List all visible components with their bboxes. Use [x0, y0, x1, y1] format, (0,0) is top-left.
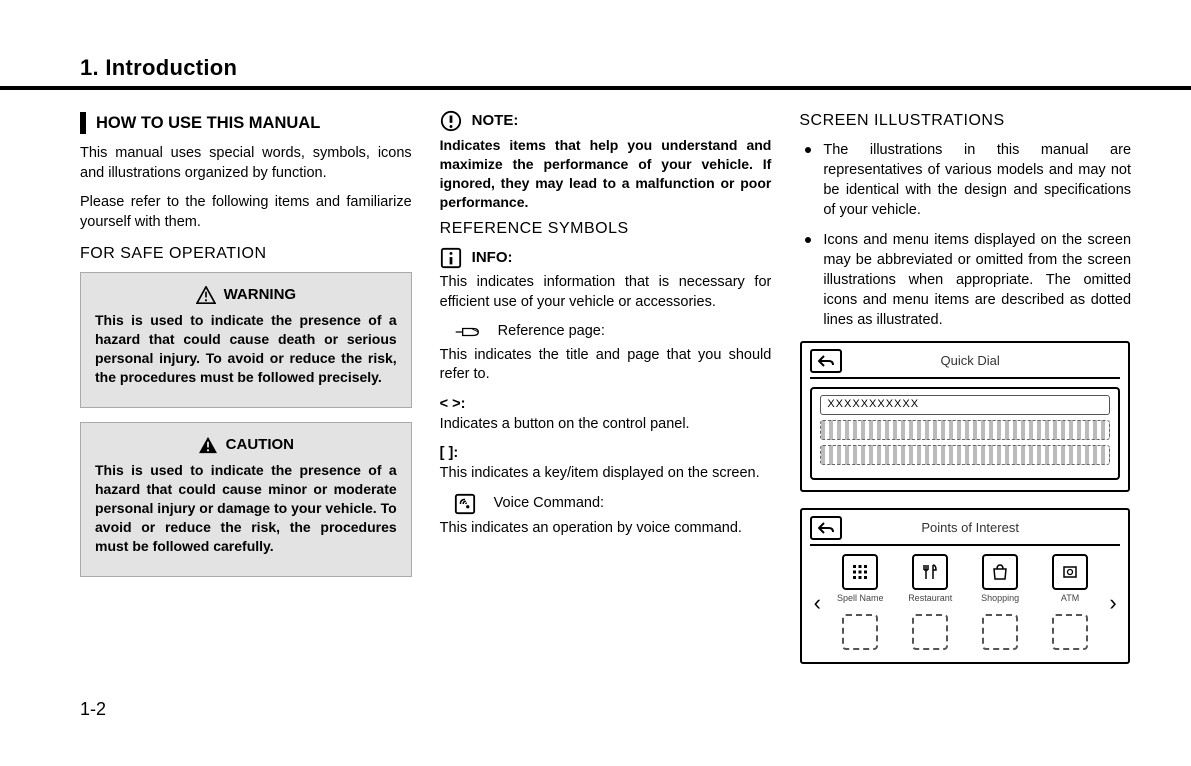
bullet-item-2: Icons and menu items displayed on the sc… [799, 230, 1131, 330]
warning-text: This is used to indicate the presence of… [95, 311, 397, 387]
voice-command-icon [454, 493, 476, 515]
content-columns: HOW TO USE THIS MANUAL This manual uses … [80, 108, 1131, 676]
shopping-icon [982, 554, 1018, 590]
info-text: This indicates information that is neces… [440, 273, 772, 312]
finger-point-icon [454, 324, 480, 340]
angle-bracket-desc: Indicates a button on the control panel. [440, 415, 772, 435]
note-label: NOTE: [472, 111, 519, 131]
poi-title: Points of Interest [850, 519, 1120, 537]
omitted-icon [982, 614, 1018, 650]
info-label: INFO: [472, 248, 513, 268]
poi-item-omitted [902, 614, 958, 652]
caution-label: CAUTION [226, 435, 294, 455]
note-text: Indicates items that help you understand… [440, 136, 772, 212]
restaurant-icon [912, 554, 948, 590]
quick-dial-screen: Quick Dial XXXXXXXXXXX [800, 341, 1130, 492]
warning-label: WARNING [224, 285, 297, 305]
scroll-right-arrow[interactable]: › [1106, 588, 1120, 618]
angle-bracket-symbol: < >: [440, 395, 772, 415]
poi-item-spell-name[interactable]: Spell Name [832, 554, 888, 604]
note-heading: NOTE: [440, 110, 772, 132]
poi-item-shopping[interactable]: Shopping [972, 554, 1028, 604]
square-bracket-symbol: [ ]: [440, 444, 772, 464]
poi-label: ATM [1042, 592, 1098, 604]
column-1: HOW TO USE THIS MANUAL This manual uses … [80, 108, 412, 676]
caution-triangle-icon [198, 436, 218, 454]
column-3: SCREEN ILLUSTRATIONS The illustrations i… [799, 108, 1131, 676]
poi-item-omitted [832, 614, 888, 652]
poi-item-omitted [972, 614, 1028, 652]
back-arrow-icon [818, 522, 834, 534]
omitted-icon [912, 614, 948, 650]
warning-callout: WARNING This is used to indicate the pre… [80, 272, 412, 408]
screen-illustrations: Quick Dial XXXXXXXXXXX [799, 340, 1131, 681]
quick-dial-title: Quick Dial [850, 352, 1120, 370]
atm-icon [1052, 554, 1088, 590]
poi-label: Spell Name [832, 592, 888, 604]
reference-page-label: Reference page: [498, 322, 605, 342]
intro-paragraph-2: Please refer to the following items and … [80, 193, 412, 232]
square-bracket-desc: This indicates a key/item displayed on t… [440, 464, 772, 484]
omitted-icon [842, 614, 878, 650]
intro-paragraph-1: This manual uses special words, symbols,… [80, 144, 412, 183]
scroll-left-arrow[interactable]: ‹ [810, 588, 824, 618]
back-button[interactable] [810, 516, 842, 540]
warning-triangle-icon [196, 286, 216, 304]
info-square-icon [440, 247, 462, 269]
poi-item-atm[interactable]: ATM [1042, 554, 1098, 604]
caution-text: This is used to indicate the presence of… [95, 461, 397, 555]
poi-grid: Spell Name Restaurant [832, 554, 1098, 652]
section-heading: HOW TO USE THIS MANUAL [96, 112, 320, 134]
subhead-safe-operation: FOR SAFE OPERATION [80, 243, 412, 265]
subhead-reference-symbols: REFERENCE SYMBOLS [440, 218, 772, 240]
voice-command-desc: This indicates an operation by voice com… [440, 519, 772, 539]
poi-item-omitted [1042, 614, 1098, 652]
list-item-omitted [820, 420, 1110, 440]
poi-label: Shopping [972, 592, 1028, 604]
bullet-item-1: The illustrations in this manual are rep… [799, 140, 1131, 220]
poi-label: Restaurant [902, 592, 958, 604]
omitted-icon [1052, 614, 1088, 650]
list-item[interactable]: XXXXXXXXXXX [820, 395, 1110, 415]
title-bar-icon [80, 112, 86, 134]
subhead-screen-illustrations: SCREEN ILLUSTRATIONS [799, 110, 1131, 132]
voice-command-row: Voice Command: [454, 493, 772, 515]
list-item-omitted [820, 445, 1110, 465]
back-arrow-icon [818, 355, 834, 367]
caution-callout: CAUTION This is used to indicate the pre… [80, 422, 412, 577]
reference-page-row: Reference page: [454, 322, 772, 342]
section-how-to-use: HOW TO USE THIS MANUAL [80, 112, 412, 134]
poi-screen: Points of Interest ‹ Spell Name [800, 508, 1130, 664]
chapter-divider [0, 86, 1191, 90]
reference-page-desc: This indicates the title and page that y… [440, 346, 772, 385]
chapter-title: 1. Introduction [80, 55, 237, 81]
note-circle-icon [440, 110, 462, 132]
page-number: 1-2 [80, 699, 106, 720]
voice-command-label: Voice Command: [494, 494, 604, 514]
info-heading: INFO: [440, 247, 772, 269]
quick-dial-list: XXXXXXXXXXX [810, 387, 1120, 480]
poi-item-restaurant[interactable]: Restaurant [902, 554, 958, 604]
column-2: NOTE: Indicates items that help you unde… [440, 108, 772, 676]
keypad-icon [842, 554, 878, 590]
back-button[interactable] [810, 349, 842, 373]
